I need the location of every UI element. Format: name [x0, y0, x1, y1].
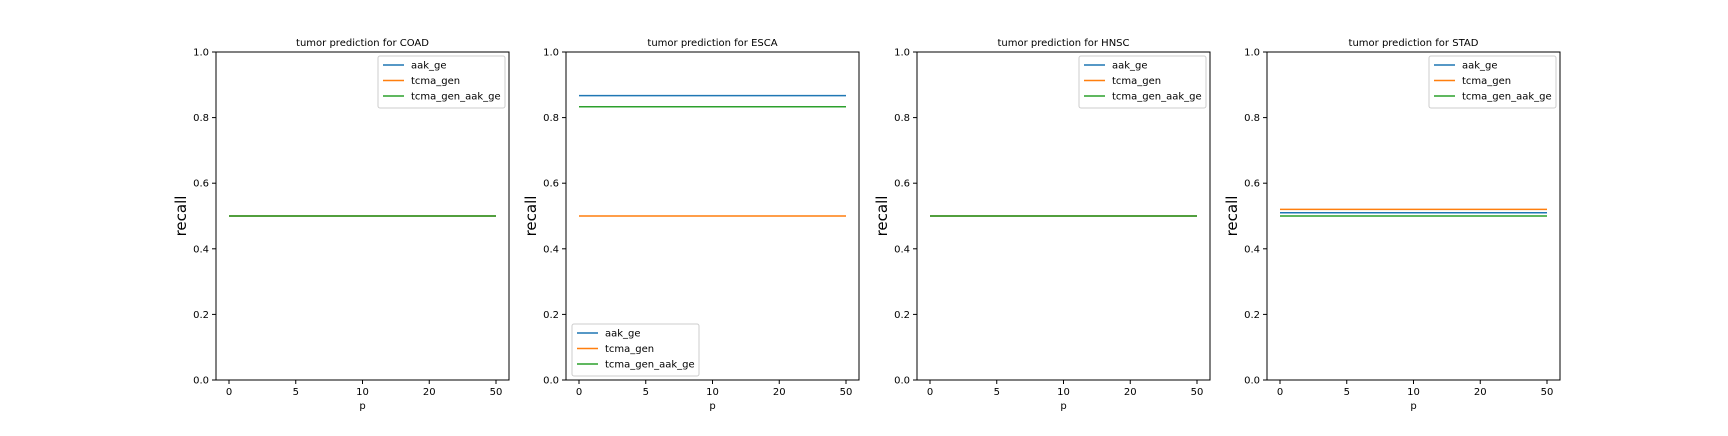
legend-label-aak_ge: aak_ge	[1462, 61, 1498, 72]
legend-label-tcma_gen_aak_ge: tcma_gen_aak_ge	[1462, 92, 1552, 103]
y-tick-label: 0.0	[193, 376, 209, 387]
y-tick-label: 1.0	[193, 48, 209, 59]
y-tick-label: 0.4	[543, 244, 559, 255]
x-tick-label: 10	[1407, 387, 1420, 398]
legend-label-tcma_gen: tcma_gen	[1112, 76, 1161, 87]
y-tick-label: 1.0	[894, 48, 910, 59]
legend-label-tcma_gen_aak_ge: tcma_gen_aak_ge	[605, 360, 695, 371]
x-axis-label: p	[1060, 401, 1066, 412]
x-tick-label: 5	[643, 387, 649, 398]
legend: aak_ge tcma_gen tcma_gen_aak_ge	[571, 323, 700, 377]
chart-panel-3: tumor prediction for STAD 0.0 0.2 0.4 0.6 0.8…	[1223, 38, 1561, 412]
plot-frame	[1266, 51, 1561, 381]
y-tick-label: 0.4	[193, 244, 209, 255]
legend-label-tcma_gen: tcma_gen	[1462, 76, 1511, 87]
y-tick-label: 1.0	[1244, 48, 1260, 59]
x-tick-label: 0	[226, 387, 232, 398]
legend: aak_ge tcma_gen tcma_gen_aak_ge	[1428, 55, 1557, 109]
x-tick-label: 0	[1277, 387, 1283, 398]
y-tick-label: 0.2	[193, 310, 209, 321]
legend-label-tcma_gen_aak_ge: tcma_gen_aak_ge	[411, 92, 501, 103]
legend-label-aak_ge: aak_ge	[605, 329, 641, 340]
legend-label-aak_ge: aak_ge	[411, 61, 447, 72]
y-axis-label: recall	[522, 196, 540, 237]
legend-box	[377, 55, 506, 109]
y-tick-label: 0.2	[543, 310, 559, 321]
x-tick-label: 10	[706, 387, 719, 398]
legend-box	[1078, 55, 1207, 109]
x-axis-label: p	[359, 401, 365, 412]
chart-panel-2: tumor prediction for HNSC 0.0 0.2 0.4 0.6 0.8…	[873, 38, 1211, 412]
y-axis-label: recall	[873, 196, 891, 237]
y-tick-label: 0.6	[1244, 179, 1260, 190]
y-tick-label: 0.8	[894, 113, 910, 124]
legend-box	[571, 323, 700, 377]
legend: aak_ge tcma_gen tcma_gen_aak_ge	[1078, 55, 1207, 109]
x-axis-label: p	[1410, 401, 1416, 412]
plot-frame	[916, 51, 1211, 381]
x-tick-label: 10	[356, 387, 369, 398]
y-tick-label: 0.0	[894, 376, 910, 387]
legend-label-aak_ge: aak_ge	[1112, 61, 1148, 72]
x-tick-label: 5	[1344, 387, 1350, 398]
y-tick-label: 0.4	[1244, 244, 1260, 255]
legend-label-tcma_gen: tcma_gen	[605, 344, 654, 355]
y-tick-label: 0.6	[894, 179, 910, 190]
x-tick-label: 5	[994, 387, 1000, 398]
chart-title: tumor prediction for HNSC	[997, 38, 1129, 49]
legend-label-tcma_gen_aak_ge: tcma_gen_aak_ge	[1112, 92, 1202, 103]
y-tick-label: 0.8	[193, 113, 209, 124]
y-tick-label: 0.8	[543, 113, 559, 124]
y-tick-label: 0.4	[894, 244, 910, 255]
y-tick-label: 0.0	[1244, 376, 1260, 387]
plot-frame	[565, 51, 860, 381]
legend-box	[1428, 55, 1557, 109]
chart-panel-1: tumor prediction for ESCA 0.0 0.2 0.4 0.6 0.8…	[522, 38, 860, 412]
y-tick-label: 0.2	[1244, 310, 1260, 321]
x-tick-label: 0	[576, 387, 582, 398]
y-axis-label: recall	[1223, 196, 1241, 237]
x-axis-label: p	[709, 401, 715, 412]
x-tick-label: 5	[293, 387, 299, 398]
y-tick-label: 0.6	[193, 179, 209, 190]
legend: aak_ge tcma_gen tcma_gen_aak_ge	[377, 55, 506, 109]
x-tick-label: 20	[1474, 387, 1487, 398]
chart-title: tumor prediction for ESCA	[647, 38, 777, 49]
y-tick-label: 0.2	[894, 310, 910, 321]
y-tick-label: 0.0	[543, 376, 559, 387]
y-tick-label: 1.0	[543, 48, 559, 59]
x-tick-label: 20	[773, 387, 786, 398]
y-tick-label: 0.6	[543, 179, 559, 190]
legend-label-tcma_gen: tcma_gen	[411, 76, 460, 87]
chart-panel-0: tumor prediction for COAD 0.0 0.2 0.4 0.6 0.8…	[172, 38, 510, 412]
plot-frame	[215, 51, 510, 381]
x-tick-label: 20	[423, 387, 436, 398]
x-tick-label: 50	[840, 387, 853, 398]
chart-title: tumor prediction for COAD	[296, 38, 429, 49]
x-tick-label: 20	[1124, 387, 1137, 398]
chart-title: tumor prediction for STAD	[1349, 38, 1479, 49]
x-tick-label: 50	[1541, 387, 1554, 398]
x-tick-label: 10	[1057, 387, 1070, 398]
y-axis-label: recall	[172, 196, 190, 237]
x-tick-label: 50	[1191, 387, 1204, 398]
x-tick-label: 0	[927, 387, 933, 398]
x-tick-label: 50	[490, 387, 503, 398]
y-tick-label: 0.8	[1244, 113, 1260, 124]
